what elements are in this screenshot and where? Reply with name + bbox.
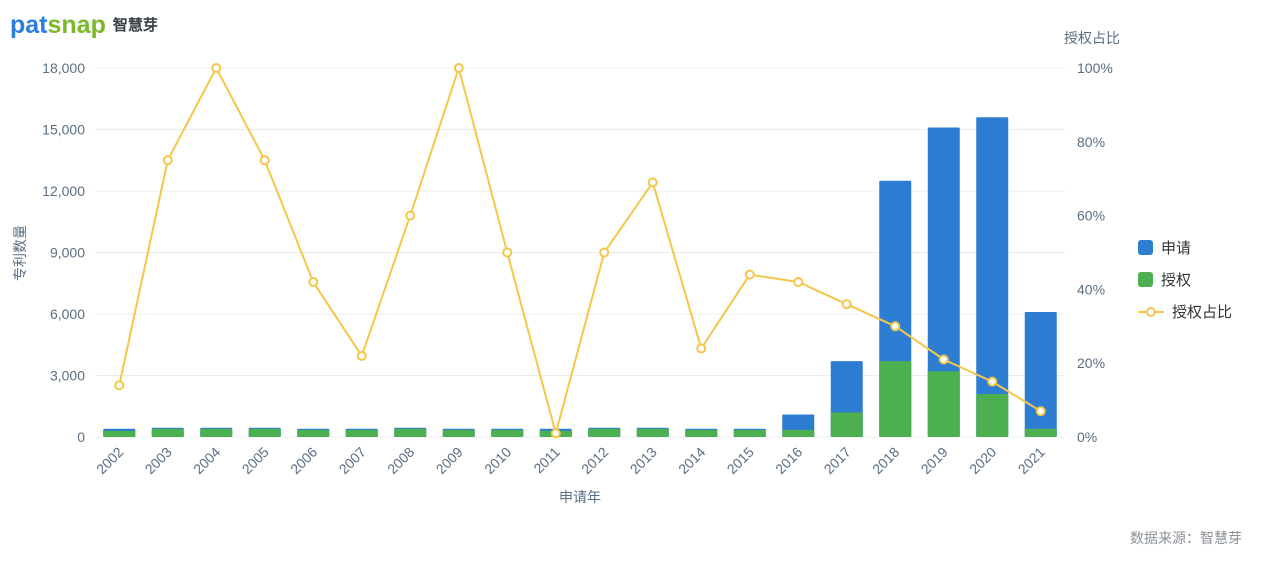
y-axis-tick-label: 9,000 [50,245,85,261]
grant-bar-2008 [394,428,427,437]
y2-axis-tick-label: 60% [1077,208,1105,224]
x-axis-tick-label: 2006 [287,444,320,477]
x-axis-tick-label: 2005 [239,444,272,477]
grant-bar-2015 [733,429,766,437]
chart-legend: 申请 授权 授权占比 [1138,237,1232,333]
grant-bar-2013 [636,428,669,437]
y2-axis-tick-label: 20% [1077,355,1105,371]
x-axis-tick-label: 2009 [433,444,466,477]
ratio-marker-2007 [356,350,367,361]
x-axis-tick-label: 2007 [336,444,369,477]
logo-snap: snap [47,11,106,39]
grant-bar-2017 [830,412,863,437]
ratio-marker-2008 [405,210,416,221]
x-axis-tick-label: 2013 [627,444,660,477]
grant-bar-2021 [1024,428,1057,437]
ratio-marker-2009 [453,63,464,73]
x-axis-tick-label: 2010 [481,444,514,477]
x-axis-tick-label: 2004 [190,444,223,477]
logo-chinese: 智慧芽 [112,17,158,34]
grant-bar-2005 [248,428,281,437]
data-source-text: 数据来源：智慧芽 [1130,530,1242,546]
ratio-marker-2002 [114,380,125,391]
patent-combo-chart: 0 3,000 6,000 9,000 12,000 15,000 18,000 0% 20% 4… [42,60,1113,477]
legend-item-ratio[interactable]: 授权占比 [1138,301,1232,322]
x-axis-tick-label: 2012 [578,444,611,477]
grant-bar-2003 [151,428,184,437]
grant-bar-2014 [685,429,718,437]
right-axis-title: 授权占比 [1064,30,1120,46]
x-axis-tick-label: 2020 [966,444,999,477]
x-axis-tick-label: 2015 [724,444,757,477]
ratio-marker-2004 [211,63,222,73]
legend-label-ratio: 授权占比 [1172,304,1233,321]
x-axis-tick-label: 2018 [869,444,902,477]
y-axis-tick-label: 18,000 [42,60,85,76]
patsnap-logo: patsnap 智慧芽 [10,12,158,39]
apply-bar-2021 [1024,311,1057,437]
left-axis-title: 专利数量 [12,225,28,281]
x-axis-title: 申请年 [559,489,601,505]
ratio-marker-2011 [550,428,561,439]
grant-bar-2016 [782,429,815,437]
y2-axis-tick-label: 100% [1077,60,1113,76]
ratio-marker-2018 [890,321,901,332]
legend-item-grant[interactable]: 授权 [1138,269,1232,290]
y2-axis-tick-label: 80% [1077,134,1105,150]
grant-bar-2012 [588,428,621,437]
y2-axis-tick-label: 0% [1077,429,1097,445]
ratio-marker-2005 [259,155,270,166]
legend-item-apply[interactable]: 申请 [1138,237,1232,258]
grant-bar-2009 [442,429,475,437]
ratio-marker-2013 [647,177,658,188]
ratio-marker-2021 [1035,406,1046,417]
x-axis-tick-label: 2017 [821,444,854,477]
y-axis-tick-label: 6,000 [50,306,85,322]
logo-pat: pat [10,11,48,39]
x-axis-tick-label: 2011 [530,444,563,477]
y-axis-tick-label: 12,000 [42,183,85,199]
grant-bar-2007 [345,429,378,437]
grant-swatch-icon [1138,272,1153,287]
ratio-marker-2010 [502,247,513,258]
ratio-marker-2015 [744,269,755,280]
y-axis-tick-label: 15,000 [42,122,85,138]
grant-bar-2004 [200,428,233,437]
x-axis-tick-label: 2008 [384,444,417,477]
ratio-line [118,64,1042,438]
legend-label-grant: 授权 [1161,272,1192,289]
ratio-marker-2016 [793,277,804,288]
grant-bar-2018 [879,361,912,437]
x-axis-tick-label: 2016 [772,444,805,477]
ratio-marker-2020 [987,376,998,387]
x-axis-tick-label: 2003 [142,444,175,477]
grant-bar-2010 [491,429,524,437]
ratio-line-swatch-icon [1138,304,1164,319]
ratio-marker-2014 [696,343,707,354]
grant-bar-2002 [103,430,136,437]
y2-axis-tick-label: 40% [1077,281,1105,297]
legend-label-apply: 申请 [1161,240,1192,257]
ratio-marker-2012 [599,247,610,258]
ratio-marker-2006 [308,277,319,288]
grant-bar-2019 [927,371,960,437]
grant-bar-2020 [976,393,1009,437]
ratio-marker-2017 [841,299,852,310]
x-axis-tick-label: 2002 [93,444,126,477]
apply-bar-2019 [927,127,960,437]
x-axis-tick-label: 2014 [675,444,708,477]
x-axis-tick-label: 2019 [918,444,951,477]
ratio-marker-2003 [162,155,173,166]
y-axis-tick-label: 3,000 [50,368,85,384]
apply-swatch-icon [1138,240,1153,255]
grant-bar-2006 [297,429,330,437]
ratio-marker-2019 [938,354,949,365]
apply-bar-2020 [976,117,1009,437]
y-axis-tick-label: 0 [77,429,85,445]
x-axis-tick-label: 2021 [1015,444,1048,477]
